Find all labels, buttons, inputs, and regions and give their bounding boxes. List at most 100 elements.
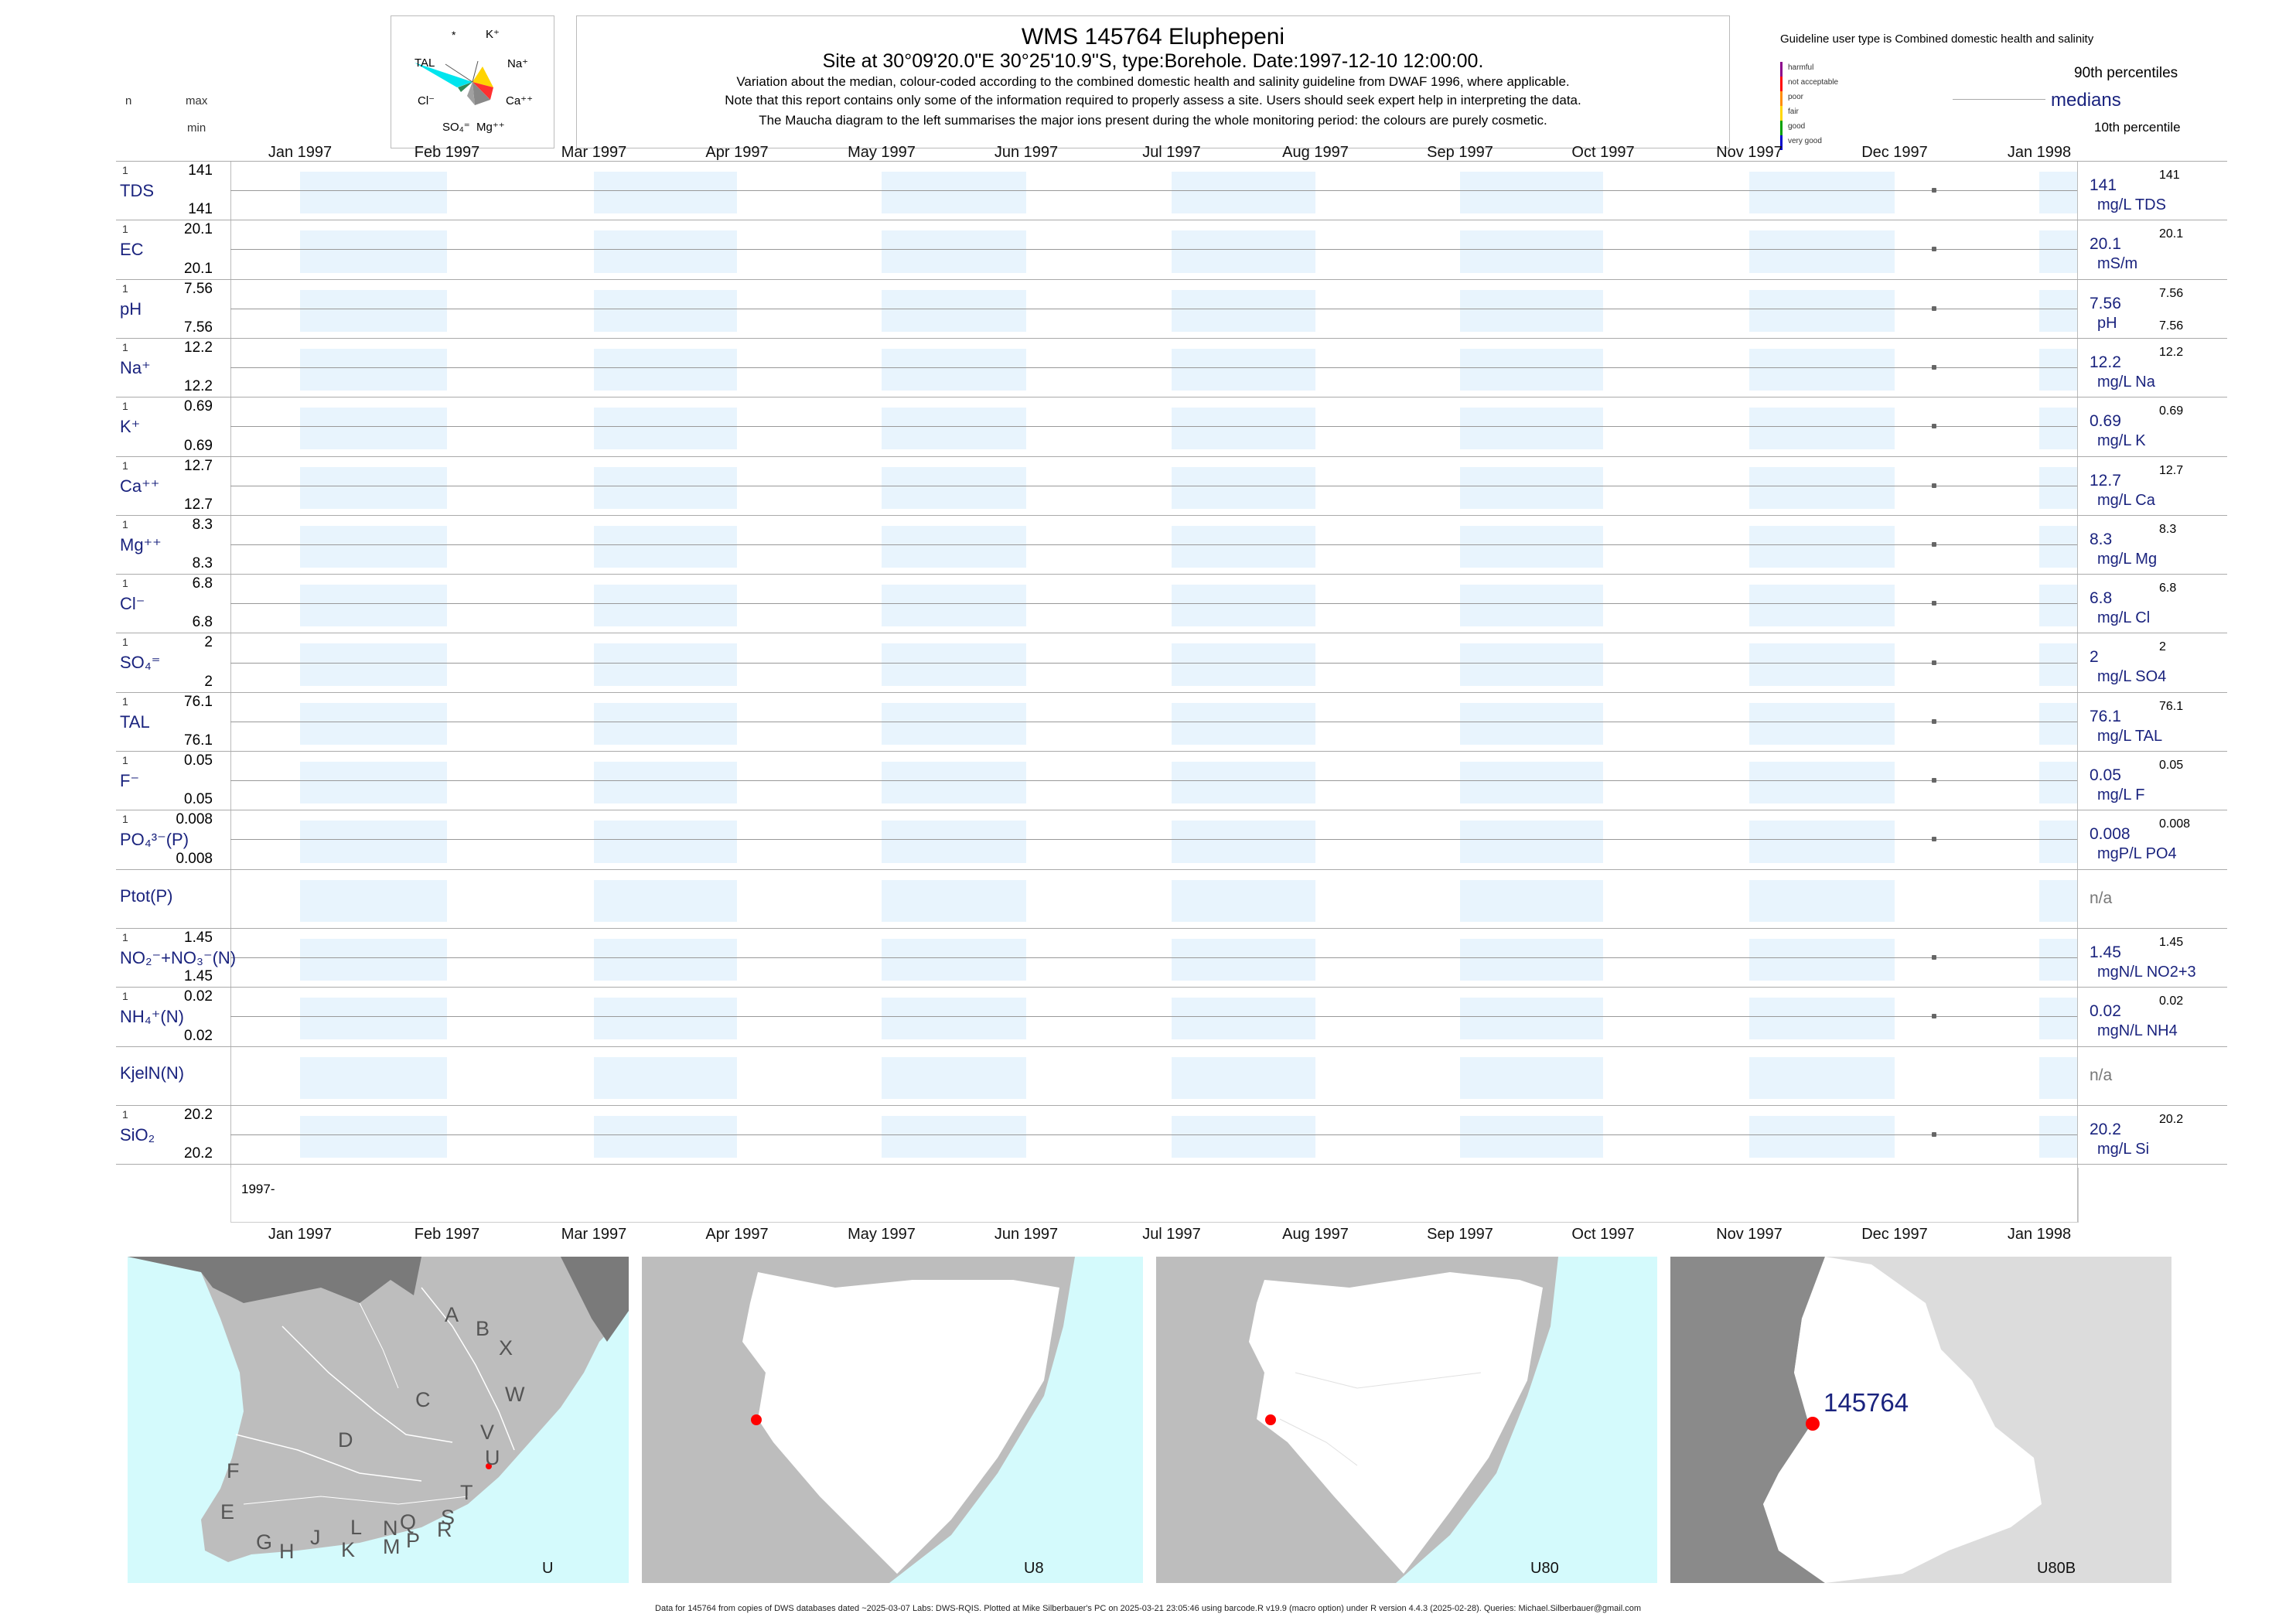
drainage-region-letter: M [383, 1535, 401, 1558]
sample-point [1932, 424, 1937, 429]
maucha-cl-petal [458, 82, 473, 92]
month-shade-band [594, 821, 737, 863]
maucha-diagram-box: * K⁺ TAL Na⁺ Cl⁻ Ca⁺⁺ SO₄⁼ Mg⁺⁺ [391, 15, 554, 148]
month-shade-band [594, 348, 737, 391]
month-shade-band [1172, 348, 1315, 391]
month-shade-band [882, 525, 1026, 568]
month-shade-band [594, 408, 737, 450]
drainage-region-letter: K [341, 1538, 356, 1561]
median-value: 20.1 [2090, 235, 2121, 254]
note-variation: Variation about the median, colour-coded… [736, 74, 1570, 89]
legend-color-bar [1780, 77, 1783, 91]
drainage-region-letter: D [338, 1428, 353, 1452]
month-shade-band [1460, 172, 1603, 214]
month-tick-label: Oct 1997 [1571, 144, 1635, 161]
map-u80b-site-label: 145764 [1823, 1388, 1909, 1417]
median-value: 1.45 [2090, 943, 2121, 961]
legend-category-label: fair [1788, 107, 1799, 116]
month-tick-label: Mar 1997 [561, 1226, 627, 1243]
month-shade-band [1172, 289, 1315, 332]
sample-count: 1 [122, 223, 128, 236]
min-value: 6.8 [192, 614, 213, 631]
month-shade-band [2039, 230, 2077, 273]
row-divider [116, 987, 2227, 988]
legend-category-label: harmful [1788, 63, 1814, 72]
month-tick-label: Sep 1997 [1427, 144, 1493, 161]
median-value: 141 [2090, 176, 2117, 194]
month-shade-band [1460, 879, 1603, 922]
maucha-tal-petal [415, 63, 473, 87]
median-value: 0.02 [2090, 1002, 2121, 1021]
sample-count: 1 [122, 694, 128, 708]
median-line [230, 839, 2077, 841]
row-divider [116, 337, 2227, 339]
drainage-region-letter: J [310, 1526, 321, 1549]
month-shade-band [594, 1056, 737, 1099]
median-value-na: n/a [2090, 889, 2113, 907]
note-disclaimer: Note that this report contains only some… [725, 93, 1581, 107]
legend-median-line [1953, 99, 2045, 100]
p90-value: 7.56 [2159, 286, 2184, 300]
month-shade-band [300, 348, 447, 391]
month-shade-band [1749, 821, 1895, 863]
maucha-diagram [415, 60, 493, 105]
unit-label: mg/L K [2097, 432, 2146, 450]
max-value: 6.8 [192, 575, 213, 592]
min-value: 7.56 [184, 319, 213, 336]
month-shade-band [882, 466, 1026, 509]
unit-label: pH [2097, 314, 2117, 332]
month-shade-band [2039, 762, 2077, 804]
month-shade-band [300, 172, 447, 214]
month-shade-band [2039, 585, 2077, 627]
month-tick-label: Jul 1997 [1142, 144, 1201, 161]
month-shade-band [882, 879, 1026, 922]
month-shade-band [300, 466, 447, 509]
median-line [230, 544, 2077, 545]
month-shade-band [1460, 289, 1603, 332]
maucha-na-petal [473, 67, 493, 87]
row-divider [116, 868, 2227, 870]
sample-point [1932, 188, 1937, 193]
month-tick-label: Jan 1997 [268, 1226, 333, 1243]
month-shade-band [1172, 702, 1315, 745]
drainage-region-letter: W [505, 1383, 525, 1406]
row-divider [116, 1164, 2227, 1165]
median-value: 76.1 [2090, 707, 2121, 725]
legend-color-bar [1780, 135, 1783, 150]
month-shade-band [1172, 230, 1315, 273]
month-shade-band [1172, 585, 1315, 627]
drainage-region-letter: X [499, 1336, 513, 1360]
median-value: 12.2 [2090, 353, 2121, 371]
month-shade-band [300, 643, 447, 686]
map-south-africa-shape [128, 1257, 629, 1562]
month-shade-band [2039, 702, 2077, 745]
parameter-label: Ptot(P) [120, 885, 173, 906]
month-tick-label: Jan 1998 [2007, 1226, 2072, 1243]
legend-color-bar [1780, 106, 1783, 121]
maucha-label-star: * [452, 29, 456, 41]
min-value: 0.008 [176, 850, 213, 867]
title-box: WMS 145764 Eluphepeni Site at 30°09'20.0… [576, 15, 1730, 148]
month-shade-band [2039, 879, 2077, 922]
row-divider [116, 751, 2227, 752]
drainage-region-letter: R [437, 1518, 452, 1541]
min-value: 0.05 [184, 791, 213, 808]
month-shade-band [1172, 1115, 1315, 1158]
month-shade-band [2039, 172, 2077, 214]
p90-value: 2 [2159, 640, 2166, 654]
month-shade-band [2039, 643, 2077, 686]
month-tick-label: Sep 1997 [1427, 1226, 1493, 1243]
month-shade-band [594, 1115, 737, 1158]
month-shade-band [2039, 289, 2077, 332]
row-divider [116, 161, 2227, 162]
median-value: 12.7 [2090, 471, 2121, 490]
parameter-label: pH [120, 299, 142, 319]
map-u80b: 145764 U80B [1670, 1257, 2171, 1583]
month-shade-band [300, 585, 447, 627]
p90-value: 1.45 [2159, 935, 2184, 949]
drainage-region-letter: Q [400, 1510, 417, 1534]
month-shade-band [882, 408, 1026, 450]
sample-point [1932, 247, 1937, 252]
sample-count: 1 [122, 459, 128, 472]
sample-point [1932, 778, 1937, 783]
